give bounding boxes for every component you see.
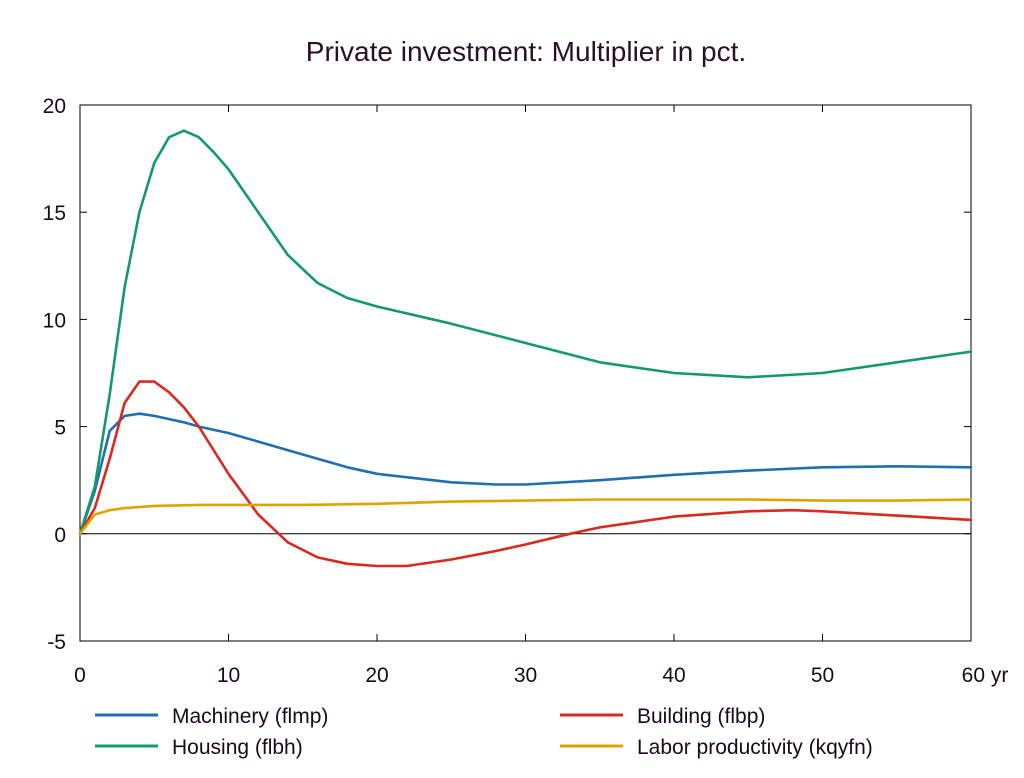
series-line-1 [78, 412, 973, 536]
series-line-3 [78, 380, 973, 568]
legend: Machinery (flmp) Housing (flbh) Building (… [95, 705, 873, 759]
y-tick-label: 15 [43, 202, 66, 225]
plot-frame [79, 104, 972, 642]
series-line-4 [78, 498, 973, 536]
y-tick-label: 0 [54, 524, 66, 547]
x-tick-label: 10 [217, 664, 240, 687]
y-tick-label: 20 [43, 95, 66, 118]
series-layer [78, 129, 973, 568]
axes: -5 0 5 10 15 20 0 10 20 30 40 50 60 yr [43, 95, 1009, 687]
x-tick-label: 40 [662, 664, 685, 687]
legend-label: Machinery (flmp) [172, 705, 328, 728]
series-line-2 [78, 129, 973, 536]
legend-item: Building (flbp) [560, 705, 765, 728]
chart-title: Private investment: Multiplier in pct. [306, 36, 746, 67]
x-tick-label: 60 yr [962, 664, 1009, 687]
legend-label: Building (flbp) [637, 705, 765, 728]
legend-item: Machinery (flmp) [95, 705, 328, 728]
x-tick-label: 0 [74, 664, 86, 687]
x-tick-label: 50 [811, 664, 834, 687]
x-tick-label: 30 [514, 664, 537, 687]
y-tick-label: 5 [54, 417, 66, 440]
legend-label: Housing (flbh) [172, 736, 303, 759]
legend-item: Labor productivity (kqyfn) [560, 736, 873, 759]
plot-area [79, 104, 972, 642]
legend-item: Housing (flbh) [95, 736, 303, 759]
x-tick-label: 20 [365, 664, 388, 687]
y-tick-label: 10 [43, 309, 66, 332]
legend-label: Labor productivity (kqyfn) [637, 736, 873, 759]
y-tick-label: -5 [47, 631, 66, 654]
